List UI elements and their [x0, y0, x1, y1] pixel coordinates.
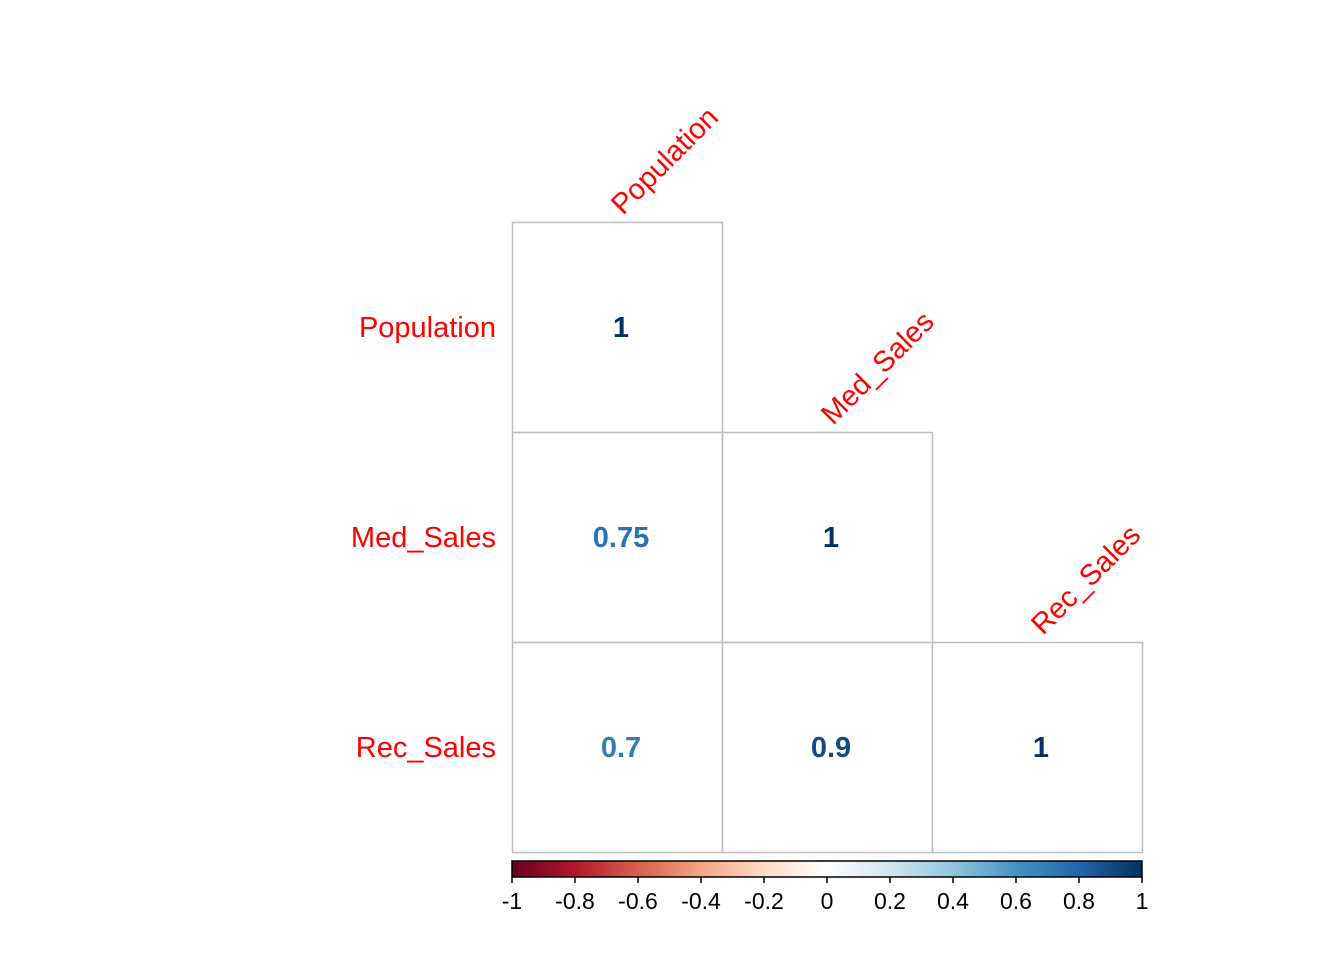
colorbar-tick-label: -0.8 [555, 888, 595, 914]
cell-value-rec-sales-med-sales: 0.9 [811, 732, 851, 764]
colorbar-tick-label: -0.2 [744, 888, 784, 914]
colorbar-tick-label: -0.4 [681, 888, 721, 914]
colorbar-gradient [511, 860, 1143, 878]
row-label-med-sales: Med_Sales [351, 522, 496, 554]
colorbar-tick-label: 0.6 [1000, 888, 1032, 914]
colorbar-tick-label: -1 [502, 888, 522, 914]
cell-rec-sales-med-sales [721, 641, 934, 854]
colorbar-tick-label: 1 [1136, 888, 1149, 914]
colorbar-tick-label: 0.2 [874, 888, 906, 914]
colorbar: -1 -0.8 -0.6 -0.4 -0.2 0 0.2 0.4 0.6 0.8 1 [502, 860, 1149, 914]
column-label-population: Population [605, 101, 725, 221]
row-label-rec-sales: Rec_Sales [356, 732, 496, 764]
cell-population-population [511, 221, 724, 434]
colorbar-tick-label: 0.4 [937, 888, 969, 914]
column-label-med-sales: Med_Sales [815, 306, 940, 431]
cell-med-sales-population [511, 431, 724, 644]
cell-rec-sales-rec-sales [931, 641, 1144, 854]
cell-med-sales-med-sales [721, 431, 934, 644]
column-label-rec-sales: Rec_Sales [1025, 519, 1147, 641]
cell-value-population-population: 1 [613, 312, 629, 344]
cell-value-med-sales-med-sales: 1 [823, 522, 839, 554]
colorbar-tick-label: 0 [821, 888, 834, 914]
colorbar-tick-label: 0.8 [1063, 888, 1095, 914]
cell-value-rec-sales-population: 0.7 [601, 732, 641, 764]
cell-rec-sales-population [511, 641, 724, 854]
cell-value-rec-sales-rec-sales: 1 [1033, 732, 1049, 764]
matrix-cells: 1 0.75 1 0.7 0.9 1 [511, 221, 1144, 854]
cell-value-med-sales-population: 0.75 [593, 522, 649, 554]
colorbar-tick-label: -0.6 [618, 888, 658, 914]
row-label-population: Population [359, 312, 496, 344]
